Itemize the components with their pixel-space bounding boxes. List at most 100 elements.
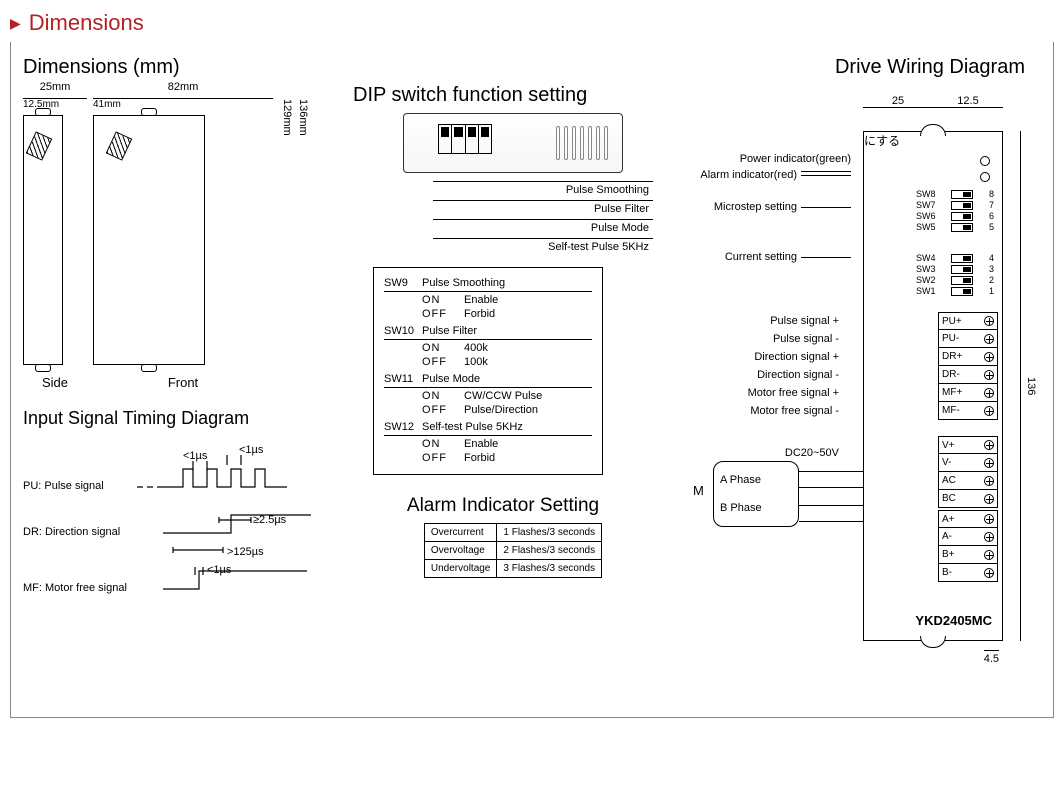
top-dim-a: 25	[863, 95, 933, 107]
screw-icon	[984, 334, 994, 344]
sig-label-2: Direction signal +	[683, 351, 843, 363]
screw-icon	[984, 476, 994, 486]
terminal-block-motor: A+ A- B+ B-	[938, 510, 998, 582]
sw12-name: Self-test Pulse 5KHz	[422, 421, 523, 433]
sw9-off: Forbid	[464, 308, 592, 320]
sw12-on: Enable	[464, 438, 592, 450]
alarm-row-0: Overcurrent1 Flashes/3 seconds	[424, 524, 601, 542]
sw11-name: Pulse Mode	[422, 373, 480, 385]
left-column: Dimensions (mm) 25mm 12.5mm Side 82mm 41…	[23, 56, 363, 703]
timing-section: Input Signal Timing Diagram	[23, 408, 363, 610]
screw-icon	[984, 388, 994, 398]
wire	[799, 487, 863, 488]
current-label: Current setting	[691, 251, 851, 263]
screw-icon	[984, 550, 994, 560]
wire	[799, 471, 863, 472]
sw11-off: Pulse/Direction	[464, 404, 592, 416]
power-indicator-text: Power indicator(green)	[740, 153, 851, 165]
t5: <1µs	[207, 564, 232, 576]
side-hatch	[26, 131, 52, 160]
wiring-bottom-dim: 4.5	[984, 650, 999, 665]
motor-a-phase: A Phase	[720, 474, 792, 486]
driver-mount-bottom	[920, 636, 946, 648]
motor-box: A Phase B Phase	[713, 461, 799, 527]
front-view: 82mm 41mm 136mm 129mm Front	[93, 83, 273, 390]
switch-block-lower: SW44 SW33 SW22 SW11	[916, 252, 994, 297]
screw-icon	[984, 316, 994, 326]
sw10-off: 100k	[464, 356, 592, 368]
dip-leader-1: Pulse Filter	[433, 200, 653, 215]
sw11-on: CW/CCW Pulse	[464, 390, 592, 402]
timing-title: Input Signal Timing Diagram	[23, 408, 363, 429]
front-rect	[93, 115, 205, 365]
screw-icon	[984, 458, 994, 468]
sig-label-1: Pulse signal -	[683, 333, 843, 345]
dip-bank	[438, 124, 492, 154]
current-text: Current setting	[725, 251, 797, 263]
alarm-indicator-text: Alarm indicator(red)	[700, 169, 797, 181]
sw9-name: Pulse Smoothing	[422, 277, 505, 289]
terminal-block-power: V+ V- AC BC	[938, 436, 998, 508]
side-label: Side	[23, 375, 87, 390]
driver-body: SW88 SW77 SW66 SW55 SW44 SW33 SW22 SW11 …	[863, 131, 1003, 641]
right-column: Drive Wiring Diagram 25 12.5 136 Power i…	[663, 56, 1043, 703]
sw9-block: SW9Pulse Smoothing ONEnable OFFForbid	[384, 274, 592, 320]
microstep-text: Microstep setting	[714, 201, 797, 213]
power-label: DC20~50V	[683, 447, 843, 459]
sw10-block: SW10Pulse Filter ON400k OFF100k	[384, 322, 592, 368]
wiring-title: Drive Wiring Diagram	[663, 56, 1025, 79]
sig-label-4: Motor free signal +	[683, 387, 843, 399]
sw12-id: SW12	[384, 421, 422, 433]
sw9-id: SW9	[384, 277, 422, 289]
wiring-diagram: 25 12.5 136 Power indicator(green) Alarm…	[673, 83, 1043, 703]
sw10-on: 400k	[464, 342, 592, 354]
screw-icon	[984, 514, 994, 524]
t2: <1µs	[183, 450, 208, 462]
alarm-table: Overcurrent1 Flashes/3 seconds Overvolta…	[424, 523, 602, 578]
t1: <1µs	[239, 444, 264, 456]
screw-icon	[984, 568, 994, 578]
dip-leader-0: Pulse Smoothing	[433, 181, 653, 196]
wiring-top-dim: 25 12.5	[863, 95, 1003, 108]
side-width: 25mm	[40, 81, 71, 93]
timing-diagram: PU: Pulse signal DR: Direction signal MF…	[23, 437, 333, 610]
alarm-indicator-label: Alarm indicator(red)	[691, 169, 851, 181]
page-title-text: Dimensions	[29, 10, 144, 36]
terminal-block-signals: PU+ PU- DR+ DR- MF+ MF-	[938, 312, 998, 420]
screw-icon	[984, 370, 994, 380]
alarm-0-pattern: 1 Flashes/3 seconds	[497, 524, 602, 542]
switch-block-upper: SW88 SW77 SW66 SW55	[916, 188, 994, 233]
front-height-outer: 136mm	[297, 99, 309, 136]
front-label: Front	[93, 375, 273, 390]
t4: >125µs	[227, 546, 264, 558]
screw-icon	[984, 406, 994, 416]
alarm-2-pattern: 3 Flashes/3 seconds	[497, 560, 602, 578]
screw-icon	[984, 440, 994, 450]
front-height-inner: 129mm	[281, 99, 293, 136]
dip-leader-2: Pulse Mode	[433, 219, 653, 234]
dip-leaders: Pulse Smoothing Pulse Filter Pulse Mode …	[433, 181, 653, 253]
wire	[799, 521, 863, 522]
dip-module-drawing	[403, 113, 623, 173]
sw10-name: Pulse Filter	[422, 325, 477, 337]
front-hatch	[106, 131, 132, 160]
sig-label-0: Pulse signal +	[683, 315, 843, 327]
page-title: Dimensions	[10, 10, 1054, 36]
motor-m-label: M	[693, 483, 704, 498]
alarm-title: Alarm Indicator Setting	[353, 495, 653, 517]
side-view: 25mm 12.5mm Side	[23, 83, 87, 390]
sw11-id: SW11	[384, 373, 422, 385]
side-rect	[23, 115, 63, 365]
sw12-off: Forbid	[464, 452, 592, 464]
dip-title: DIP switch function setting	[353, 84, 653, 107]
microstep-label: Microstep setting	[691, 201, 851, 213]
vent-icon	[556, 126, 608, 160]
sw12-block: SW12Self-test Pulse 5KHz ONEnable OFFFor…	[384, 418, 592, 464]
screw-icon	[984, 532, 994, 542]
sw11-block: SW11Pulse Mode ONCW/CCW Pulse OFFPulse/D…	[384, 370, 592, 416]
dimension-drawings: 25mm 12.5mm Side 82mm 41mm 136mm 129mm F…	[23, 83, 363, 390]
screw-icon	[984, 352, 994, 362]
dip-function-table: SW9Pulse Smoothing ONEnable OFFForbid SW…	[373, 267, 603, 475]
dr-label: DR: Direction signal	[23, 526, 120, 538]
alarm-1-name: Overvoltage	[424, 542, 496, 560]
